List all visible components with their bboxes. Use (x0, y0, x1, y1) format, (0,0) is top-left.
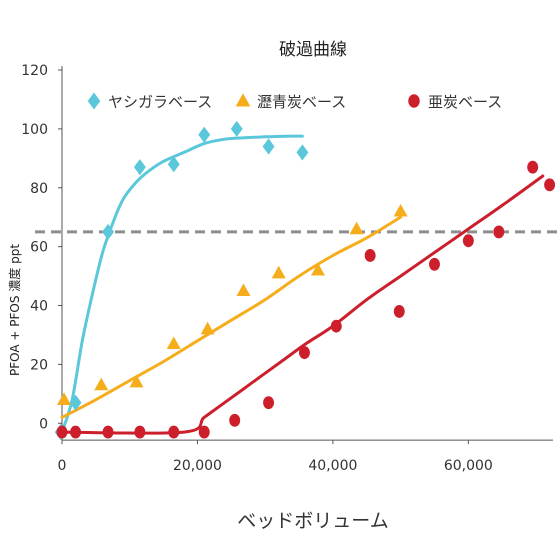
x-tick-label: 40,000 (308, 458, 357, 474)
y-axis-label: PFOA + PFOS 濃度 ppt (7, 244, 22, 376)
legend-marker-3 (408, 94, 420, 108)
data-point-series-1 (133, 159, 146, 176)
data-point-series-1 (296, 144, 309, 161)
data-point-series-2 (129, 374, 144, 388)
data-point-series-3 (134, 425, 146, 439)
data-point-series-3 (229, 413, 241, 427)
data-point-series-2 (236, 283, 251, 297)
data-point-series-2 (94, 377, 109, 391)
data-point-series-2 (310, 262, 325, 276)
chart-title: 破過曲線 (279, 40, 347, 60)
x-tick-label: 60,000 (444, 458, 493, 474)
y-tick-label: 120 (21, 63, 48, 79)
legend-label-1: ヤシガラベース (108, 93, 212, 111)
data-point-series-2 (349, 221, 364, 235)
axes: 0 20 40 60 80 100 120 0 20,000 40,000 60,000 (21, 63, 553, 474)
fit-curve-2 (60, 215, 403, 419)
legend-label-2: 瀝青炭ベース (257, 93, 346, 111)
data-point-series-3 (70, 425, 82, 439)
y-tick-label: 60 (30, 240, 48, 256)
data-point-series-1 (262, 138, 275, 155)
y-tick-label: 80 (30, 181, 48, 197)
data-point-series-2 (57, 392, 72, 405)
data-point-series-3 (263, 396, 275, 410)
legend-marker-2 (235, 93, 251, 107)
data-point-series-1 (69, 394, 82, 411)
x-tick-label: 20,000 (173, 458, 222, 474)
fit-curve-3 (60, 174, 545, 435)
data-markers (54, 120, 556, 441)
legend: ヤシガラベース 瀝青炭ベース 亜炭ベース (87, 92, 502, 111)
data-point-series-1 (198, 126, 211, 143)
data-point-series-3 (330, 319, 342, 333)
data-point-series-3 (462, 234, 474, 248)
data-point-series-2 (166, 336, 181, 350)
data-point-series-3 (527, 160, 539, 174)
data-point-series-3 (102, 425, 114, 439)
data-point-series-3 (493, 225, 505, 239)
fit-curve-1 (60, 134, 304, 434)
y-tick-label: 0 (39, 416, 48, 432)
data-point-series-3 (429, 257, 440, 271)
legend-label-3: 亜炭ベース (428, 93, 502, 111)
data-point-series-2 (271, 265, 286, 279)
legend-marker-1 (87, 92, 101, 110)
data-point-series-3 (364, 249, 376, 262)
y-tick-label: 20 (30, 357, 48, 373)
data-point-series-1 (167, 156, 180, 173)
data-point-series-3 (544, 178, 556, 192)
data-point-series-3 (168, 425, 180, 439)
data-point-series-1 (230, 120, 243, 137)
fit-curves (60, 134, 545, 435)
data-point-series-3 (198, 425, 210, 439)
data-point-series-1 (102, 223, 115, 240)
y-tick-label: 40 (30, 299, 48, 315)
data-point-series-2 (393, 203, 408, 217)
data-point-series-3 (393, 304, 405, 318)
data-point-series-2 (200, 321, 215, 335)
x-tick-label: 0 (58, 458, 67, 474)
data-point-series-3 (56, 425, 68, 439)
y-tick-label: 100 (21, 122, 48, 138)
x-axis-label: ベッドボリューム (237, 510, 388, 532)
data-point-series-3 (298, 346, 310, 360)
